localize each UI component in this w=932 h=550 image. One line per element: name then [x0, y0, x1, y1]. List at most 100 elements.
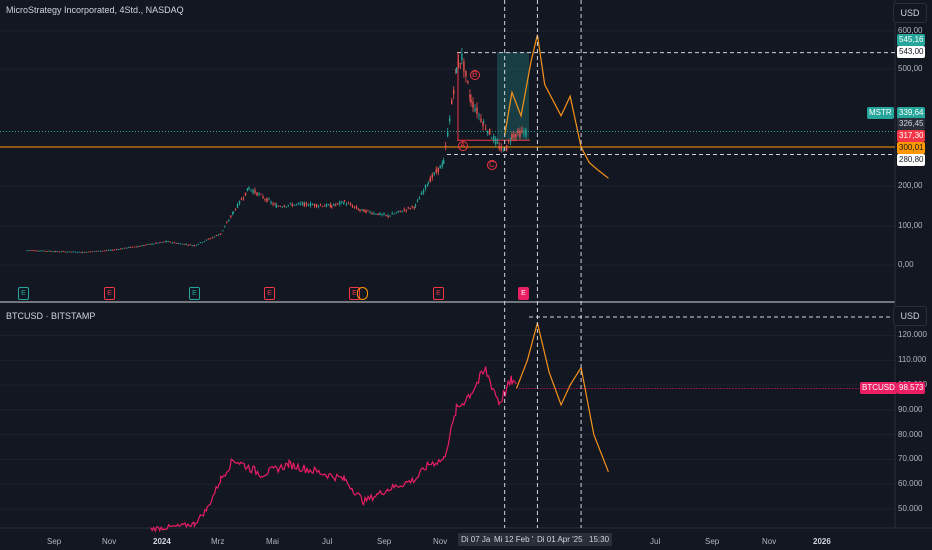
candle-body	[40, 250, 42, 252]
candle-body	[333, 203, 335, 206]
btc-lines	[150, 322, 895, 533]
x-tick-nov-2025: Nov	[762, 537, 777, 546]
x-tick-nov-2023: Nov	[102, 537, 117, 546]
cursor-label-feb: Mi 12 Feb '2	[491, 533, 541, 546]
candle-body	[357, 208, 360, 211]
candle-body	[205, 239, 208, 241]
candle-body	[498, 145, 500, 149]
candle-body	[295, 204, 297, 205]
candle-body	[145, 244, 147, 246]
earnings-event-5[interactable]: E	[349, 287, 360, 300]
candle-body	[303, 202, 305, 206]
candle-body	[399, 210, 401, 212]
candle-body	[478, 114, 480, 116]
cursor-label-apr: Di 01 Apr '25	[534, 533, 586, 546]
candle-body	[70, 251, 72, 253]
candle-body	[482, 122, 484, 127]
candle-body	[407, 207, 409, 209]
candle-body	[78, 251, 80, 253]
candle-body	[315, 204, 318, 207]
candle-body	[250, 189, 252, 191]
candle-body	[283, 206, 285, 207]
candle-body	[230, 215, 232, 217]
candle-body	[409, 208, 411, 209]
candle-body	[141, 245, 143, 247]
x-tick-2024: 2024	[153, 537, 171, 546]
candle-body	[416, 200, 419, 202]
candle-body	[325, 204, 328, 207]
earnings-event-2[interactable]: E	[104, 287, 115, 300]
price-levels	[0, 52, 895, 318]
candle-body	[137, 246, 139, 248]
x-tick-sep-2024: Sep	[377, 537, 392, 546]
candle-body	[76, 252, 78, 254]
candle-body	[175, 243, 177, 244]
candle-body	[32, 250, 34, 252]
grid-lines	[0, 30, 895, 510]
x-tick-sep-2025: Sep	[705, 537, 720, 546]
candle-body	[455, 69, 457, 71]
candle-body	[455, 67, 458, 74]
candle-body	[355, 206, 358, 209]
candle-body	[297, 203, 299, 204]
wave-b-circle	[470, 70, 480, 80]
candle-body	[405, 209, 407, 211]
mstr-candles	[26, 48, 527, 254]
candle-body	[80, 252, 82, 254]
candle-body	[183, 243, 185, 245]
y-tick-top: 0,00	[898, 260, 914, 269]
candle-body	[437, 167, 439, 173]
price-tag-545: 545,16	[897, 34, 926, 46]
candle-body	[181, 243, 183, 245]
candle-body	[275, 204, 277, 208]
mstr-symbol-tag: MSTR	[867, 107, 894, 119]
candle-body	[443, 160, 445, 164]
candle-body	[523, 131, 525, 133]
candle-body	[256, 192, 258, 196]
candle-body	[483, 121, 485, 123]
y-tick-bottom: 50.000	[898, 504, 923, 513]
candle-body	[122, 248, 124, 250]
dividend-event-icon[interactable]	[357, 287, 368, 300]
candle-body	[68, 251, 70, 253]
candle-body	[159, 242, 161, 243]
candle-body	[467, 81, 469, 83]
earnings-event-4[interactable]: E	[264, 287, 275, 300]
candle-body	[397, 210, 399, 212]
cursor-label-time: 15:30	[586, 533, 613, 546]
candle-body	[26, 250, 28, 251]
candle-body	[199, 242, 202, 244]
candle-body	[112, 249, 114, 251]
y-tick-bottom: 80.000	[898, 429, 923, 439]
earnings-event-3[interactable]: E	[189, 287, 200, 300]
candle-body	[147, 244, 149, 245]
currency-button-bottom[interactable]: USD	[893, 306, 927, 326]
candle-body	[517, 130, 519, 133]
candle-body	[215, 235, 218, 237]
candle-body	[211, 237, 214, 239]
price-tag-326: 326,45	[897, 118, 926, 130]
currency-button-top[interactable]: USD	[893, 3, 927, 23]
candle-body	[319, 204, 322, 206]
candle-body	[222, 230, 224, 232]
candle-body	[385, 214, 387, 216]
earnings-event-1[interactable]: E	[18, 287, 29, 300]
candle-body	[321, 206, 324, 207]
candle-body	[232, 211, 235, 213]
price-tag-300: 300,01	[897, 142, 926, 154]
candle-body	[439, 165, 441, 169]
bottom-chart-title: BTCUSD · BITSTAMP	[6, 311, 96, 321]
earnings-event-6[interactable]: E	[433, 287, 444, 300]
candle-body	[395, 212, 397, 214]
wave-a-circle	[458, 141, 468, 151]
candle-body	[228, 220, 230, 222]
candle-body	[393, 213, 395, 215]
y-tick-top: 100,00	[898, 221, 923, 230]
candle-body	[151, 243, 153, 245]
cursor-label-jan: Di 07 Ja	[458, 533, 494, 546]
candle-body	[266, 198, 268, 202]
candle-body	[426, 184, 429, 186]
earnings-event-7[interactable]: E	[518, 287, 529, 300]
btc-price-tag: 98.573	[897, 382, 926, 394]
